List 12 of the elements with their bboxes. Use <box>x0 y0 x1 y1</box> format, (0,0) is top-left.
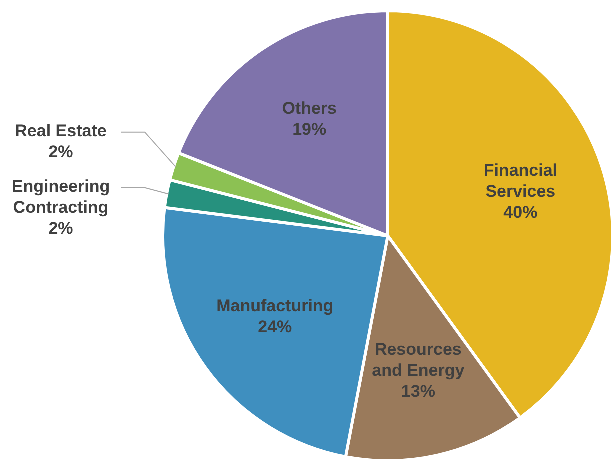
data-label: 13% <box>401 382 436 402</box>
slice-label: Financial Services <box>484 161 558 202</box>
data-label: 19% <box>292 120 327 140</box>
data-label: 24% <box>258 318 292 337</box>
slice-label: Resources and Energy <box>372 340 466 381</box>
slice-label: Real Estate <box>15 122 107 141</box>
slice-label: Manufacturing <box>216 296 334 316</box>
slice-label: Others <box>282 100 337 119</box>
data-label: 2% <box>48 219 74 238</box>
slice-label: Engineering Contracting <box>12 177 110 218</box>
data-label: 2% <box>48 142 74 162</box>
data-label: 40% <box>504 203 538 222</box>
